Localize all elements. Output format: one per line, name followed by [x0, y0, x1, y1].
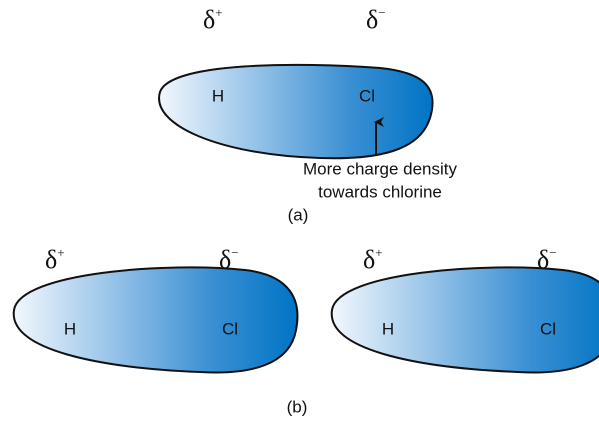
charge-label: δ−	[537, 245, 557, 274]
charge-symbol: δ	[219, 245, 231, 274]
caption: (a)	[288, 205, 309, 224]
molecule: δ+ δ−H Cl	[12, 245, 299, 374]
charge-sign: +	[57, 245, 64, 260]
atom-label: Cl	[540, 319, 556, 338]
charge-symbol: δ	[363, 245, 375, 274]
charge-label: δ+	[203, 5, 223, 34]
atom-label: H	[382, 319, 394, 338]
charge-label: δ+	[45, 245, 65, 274]
charge-sign: −	[549, 245, 556, 260]
atom-label: Cl	[359, 86, 375, 105]
molecule-shape	[330, 266, 599, 374]
atom-label: H	[212, 86, 224, 105]
molecule-shape	[158, 63, 434, 160]
annotation: More charge density	[303, 159, 458, 178]
molecule: δ+ δ−H Cl	[330, 245, 599, 374]
annotation: towards chlorine	[318, 182, 442, 201]
caption: (b)	[287, 397, 308, 416]
molecule-shape	[12, 266, 299, 374]
charge-sign: −	[231, 245, 238, 260]
charge-label: δ−	[219, 245, 239, 274]
charge-symbol: δ	[45, 245, 57, 274]
charge-symbol: δ	[537, 245, 549, 274]
molecule: δ+ δ−H Clδ+ δ−H Cl	[12, 245, 599, 374]
charge-label: δ+	[363, 245, 383, 274]
charge-label: δ−	[366, 5, 386, 34]
charge-sign: +	[375, 245, 382, 260]
atom-label: Cl	[222, 319, 238, 338]
atom-label: H	[64, 319, 76, 338]
